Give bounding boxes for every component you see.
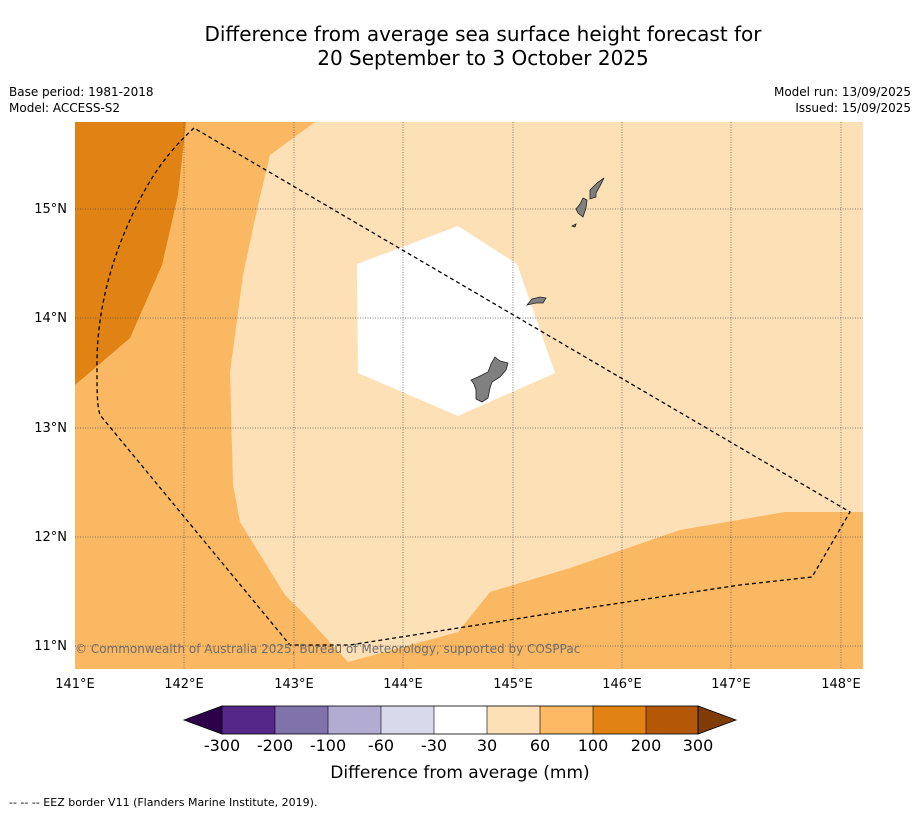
- colorbar-tick-1: -200: [257, 736, 293, 755]
- colorbar-seg-6: [487, 706, 540, 734]
- lat-label-13: 13°N: [34, 421, 67, 436]
- island-guam: [470, 356, 509, 403]
- colorbar-seg-2: [275, 706, 328, 734]
- lon-label-144: 144°E: [383, 677, 423, 692]
- colorbar-seg-8: [593, 706, 646, 734]
- lat-label-11: 11°N: [34, 639, 67, 654]
- issued-date: Issued: 15/09/2025: [795, 101, 911, 115]
- colorbar-tick-4: -30: [421, 736, 447, 755]
- lon-label-146: 146°E: [602, 677, 642, 692]
- island-tinian: [575, 197, 588, 218]
- model-name: Model: ACCESS-S2: [9, 101, 121, 115]
- meta-left: Base period: 1981-2018 Model: ACCESS-S2: [9, 84, 154, 116]
- map-area: © Commonwealth of Australia 2025, Bureau…: [75, 122, 863, 669]
- colorbar: -300 -200 -100 -60 -30 30 60 100 200 300…: [182, 705, 738, 783]
- colorbar-tick-6: 60: [530, 736, 550, 755]
- lon-label-148: 148°E: [821, 677, 861, 692]
- colorbar-seg-1: [222, 706, 275, 734]
- colorbar-frame: [221, 705, 699, 735]
- lat-label-14: 14°N: [34, 311, 67, 326]
- colorbar-label: Difference from average (mm): [330, 763, 589, 783]
- colorbar-tick-7: 100: [578, 736, 609, 755]
- base-period: Base period: 1981-2018: [9, 85, 154, 99]
- contour-100-200: [75, 122, 186, 385]
- colorbar-tick-3: -60: [368, 736, 394, 755]
- colorbar-seg-5: [434, 706, 487, 734]
- colorbar-tick-9: 300: [683, 736, 714, 755]
- land-islands: [470, 177, 605, 403]
- copyright-text: © Commonwealth of Australia 2025, Bureau…: [75, 642, 580, 656]
- model-run: Model run: 13/09/2025: [773, 85, 911, 99]
- colorbar-tick-2: -100: [310, 736, 346, 755]
- lon-label-143: 143°E: [274, 677, 314, 692]
- footnote-eez: -- -- -- EEZ border V11 (Flanders Marine…: [9, 796, 318, 809]
- gridlines: [75, 122, 863, 669]
- title-line-2: 20 September to 3 October 2025: [317, 46, 649, 70]
- colorbar-tick-5: 30: [477, 736, 497, 755]
- lat-labels: 15°N 14°N 13°N 12°N 11°N: [34, 202, 67, 654]
- lat-label-15: 15°N: [34, 202, 67, 217]
- lat-label-12: 12°N: [34, 530, 67, 545]
- colorbar-seg-4: [381, 706, 434, 734]
- meta-right: Model run: 13/09/2025 Issued: 15/09/2025: [774, 84, 911, 116]
- island-aguijan: [570, 223, 577, 228]
- colorbar-tick-0: -300: [204, 736, 240, 755]
- lon-label-141: 141°E: [55, 677, 95, 692]
- island-saipan: [589, 177, 605, 200]
- colorbar-arrow-right: [697, 705, 738, 735]
- lon-label-145: 145°E: [493, 677, 533, 692]
- lon-labels: 141°E 142°E 143°E 144°E 145°E 146°E 147°…: [55, 677, 861, 692]
- colorbar-seg-3: [328, 706, 381, 734]
- island-rota: [525, 296, 547, 306]
- colorbar-seg-7: [540, 706, 593, 734]
- colorbar-arrow-left: [182, 705, 223, 735]
- lon-label-147: 147°E: [711, 677, 751, 692]
- lon-label-142: 142°E: [164, 677, 204, 692]
- colorbar-tick-8: 200: [631, 736, 662, 755]
- page-title: Difference from average sea surface heig…: [0, 22, 919, 70]
- title-line-1: Difference from average sea surface heig…: [204, 22, 762, 46]
- colorbar-seg-9: [646, 706, 698, 734]
